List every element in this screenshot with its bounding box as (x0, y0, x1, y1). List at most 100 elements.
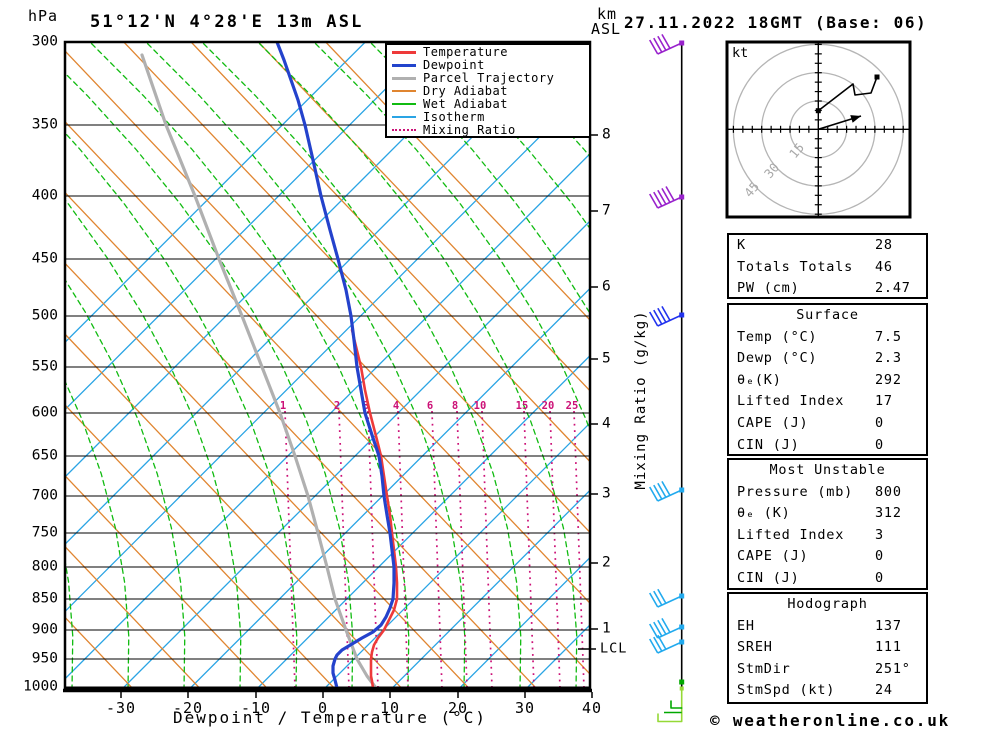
legend-sample-solid (392, 115, 416, 118)
plot-background: 1 2 3 4 6 8 10 15 20 25 (65, 42, 590, 688)
legend-item-label: Temperature (423, 45, 508, 60)
temperature-tick-label: 40 (581, 699, 603, 717)
mixing-ratio-value-label: 10 (474, 400, 487, 412)
legend-item-label: Mixing Ratio (423, 122, 516, 137)
indices-row-value: 312 (875, 505, 902, 522)
legend-sample-solid (392, 50, 416, 54)
pressure-tick-label: 700 (31, 487, 58, 504)
indices-row-value: 28 (875, 237, 893, 253)
indices-row-value: 0 (875, 569, 884, 586)
dry-adiabat-line (325, 42, 590, 321)
indices-row-label: SREH (737, 639, 773, 656)
legend-item-label: Parcel Trajectory (423, 71, 555, 86)
pressure-unit-label: hPa (28, 7, 59, 25)
indices-table: Hodograph EH 137 SREH 111 StmDir 251° StmSpd (k… (727, 592, 928, 704)
lcl-label: LCL (600, 640, 628, 657)
indices-table-row: θₑ (K) 312 (729, 503, 926, 525)
pressure-tick-label: 600 (31, 404, 58, 421)
indices-table-row: Pressure (mb) 800 (729, 482, 926, 504)
mixing-ratio-value-label: 3 (363, 400, 369, 412)
km-tick-label: 3 (602, 485, 611, 502)
indices-table-row: K 28 (729, 235, 926, 257)
indices-row-label: θₑ(K) (737, 371, 782, 388)
pressure-tick-label: 450 (31, 250, 58, 267)
indices-row-value: 800 (875, 483, 902, 500)
indices-table-row: StmDir 251° (729, 659, 926, 681)
wind-barb (649, 617, 685, 639)
dry-adiabat-line (65, 333, 403, 688)
indices-row-label: StmDir (737, 660, 791, 677)
hodograph-trace-dot (815, 108, 821, 114)
mixing-ratio-value-label: 25 (566, 400, 579, 412)
legend-sample-solid (392, 103, 416, 105)
indices-row-label: PW (cm) (737, 280, 800, 297)
temperature-tick-label: -30 (105, 699, 137, 717)
indices-row-label: CAPE (J) (737, 548, 809, 565)
km-tick-label: 2 (602, 554, 611, 571)
indices-table-row: CAPE (J) 0 (729, 546, 926, 568)
temperature-tick-label: -10 (240, 699, 272, 717)
km-tick-label: 5 (602, 350, 611, 367)
indices-row-label: Dewp (°C) (737, 350, 818, 367)
indices-row-label: EH (737, 617, 755, 634)
temperature-tick-label: -20 (172, 699, 204, 717)
legend-item-label: Dry Adiabat (423, 84, 508, 99)
wet-adiabat-line (257, 42, 578, 688)
indices-row-value: 0 (875, 414, 884, 431)
indices-table-row: Lifted Index 17 (729, 391, 926, 413)
mixing-ratio-line (523, 410, 535, 688)
indices-table-row: θₑ(K) 292 (729, 370, 926, 392)
mixing-ratio-line (456, 410, 468, 688)
indices-row-label: StmSpd (kt) (737, 682, 836, 699)
legend-row: Mixing Ratio (387, 122, 589, 137)
indices-row-value: 111 (875, 639, 902, 656)
wet-adiabat-line (89, 42, 410, 688)
indices-row-label: Pressure (mb) (737, 483, 854, 500)
surface-wind-barb (657, 679, 685, 723)
wet-adiabat-line (313, 42, 590, 433)
pressure-tick-label: 550 (31, 358, 58, 375)
dry-adiabat-line (190, 42, 590, 463)
wet-adiabat-line (65, 198, 242, 688)
mixing-ratio-value-label: 2 (334, 400, 340, 412)
wind-barb (649, 480, 685, 502)
dewpoint-curve (275, 42, 396, 688)
isotherm-line (391, 489, 590, 688)
legend-item-label: Isotherm (423, 109, 485, 124)
indices-table: Surface Temp (°C) 7.5 Dewp (°C) 2.3 θₑ(K) 292 L… (727, 303, 928, 456)
dry-adiabat-line (65, 120, 590, 675)
legend-row: Dewpoint (387, 58, 589, 73)
wet-adiabat-line (201, 42, 522, 688)
copyright-link[interactable]: © weatheronline.co.uk (710, 711, 951, 730)
mixing-ratio-line (284, 410, 296, 688)
indices-table-row: Lifted Index 3 (729, 525, 926, 547)
pressure-tick-label: 750 (31, 524, 58, 541)
indices-row-label: Totals Totals (737, 258, 854, 275)
pressure-tick-label: 350 (31, 116, 58, 133)
hodograph-border (725, 40, 912, 219)
wind-barb (649, 588, 685, 608)
indices-row-value: 17 (875, 393, 893, 410)
wet-adiabat-line (65, 557, 74, 688)
legend-row: Temperature (387, 45, 589, 60)
dry-adiabat-line (65, 403, 335, 688)
indices-table-row: CIN (J) 0 (729, 435, 926, 457)
indices-row-label: CAPE (J) (737, 414, 809, 431)
temperature-tick-label: 0 (317, 699, 329, 717)
temperature-tick-label: 10 (379, 699, 401, 717)
plot-border (63, 40, 592, 690)
mixing-ratio-value-label: 4 (393, 400, 399, 412)
pressure-tick-label: 800 (31, 558, 58, 575)
indices-row-label: Lifted Index (737, 393, 845, 410)
indices-row-value: 0 (875, 436, 884, 453)
temperature-curve (350, 328, 399, 688)
indices-row-value: 2.3 (875, 350, 902, 367)
wet-adiabat-line (425, 42, 590, 230)
pressure-tick-label: 300 (31, 33, 58, 50)
legend-item-label: Dewpoint (423, 58, 485, 73)
temperature-tick-label: 30 (514, 699, 536, 717)
mixing-ratio-line (481, 410, 493, 688)
pressure-tick-label: 500 (31, 307, 58, 324)
wet-adiabat-line (145, 42, 466, 688)
